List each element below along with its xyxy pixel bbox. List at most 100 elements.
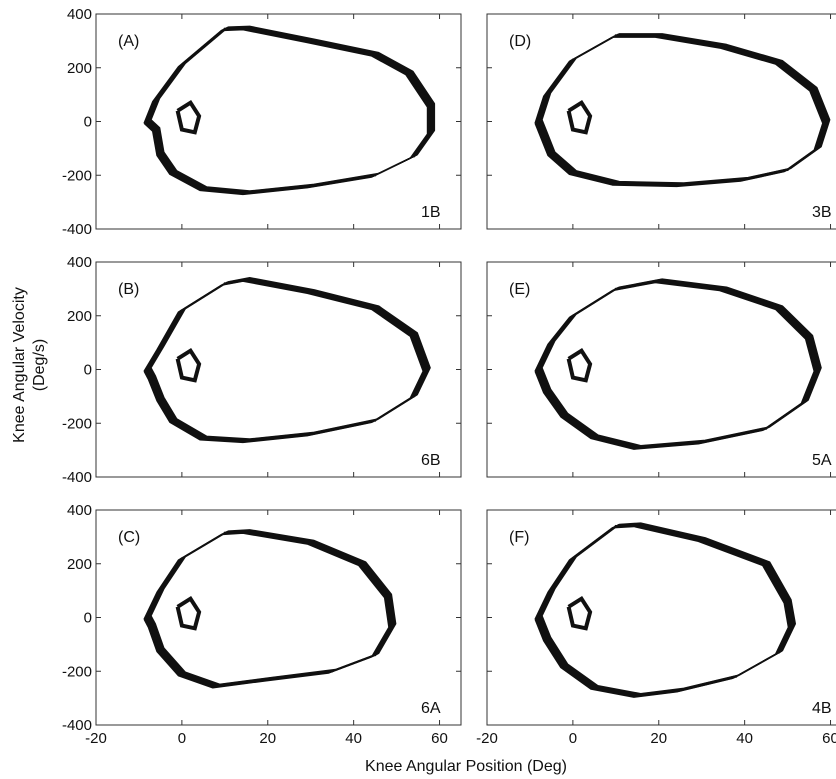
data-point: [614, 287, 617, 291]
data-point: [614, 34, 617, 37]
data-point: [807, 336, 811, 339]
data-point: [545, 93, 549, 96]
series-group: [143, 529, 397, 689]
panel-code: 6B: [421, 452, 441, 469]
series-group: [143, 25, 436, 196]
series-line: [145, 279, 426, 443]
data-point: [429, 131, 433, 134]
data-point: [636, 446, 639, 449]
x-axis-label: Knee Angular Position (Deg): [365, 758, 567, 775]
data-point: [245, 26, 248, 30]
x-tick-label: 20: [259, 730, 276, 747]
data-point: [150, 624, 153, 627]
data-point: [215, 684, 218, 688]
data-point: [825, 120, 828, 123]
data-point: [373, 653, 377, 657]
series-line: [150, 529, 397, 685]
panel-code: 3B: [812, 204, 832, 221]
data-point: [386, 594, 390, 598]
initial-loop: [175, 595, 202, 631]
x-tick-label: 40: [345, 730, 362, 747]
panels-layer: 4002000-200-400(A)1B(D)3B4002000-200-400…: [62, 6, 836, 747]
x-tick-label: 40: [736, 730, 753, 747]
series-group: [143, 277, 431, 444]
y-axis-label-line2: (Deg/s): [31, 339, 48, 391]
data-point: [537, 616, 540, 619]
data-point: [537, 120, 540, 123]
x-tick-label: 60: [822, 730, 836, 747]
series-line: [536, 35, 826, 187]
data-point: [309, 290, 312, 293]
initial-loop: [566, 99, 593, 135]
data-point: [223, 531, 226, 534]
y-tick-label: 200: [67, 308, 92, 325]
data-point: [373, 306, 377, 309]
data-point: [700, 538, 703, 541]
data-point: [373, 419, 377, 422]
series-group: [534, 278, 822, 450]
data-point: [159, 648, 162, 651]
y-tick-label: -400: [62, 469, 92, 486]
data-point: [786, 168, 789, 172]
data-point: [309, 39, 312, 43]
data-point: [571, 314, 575, 317]
data-point: [146, 616, 149, 619]
series-line: [541, 33, 831, 184]
data-point: [593, 435, 596, 438]
series-line: [147, 278, 429, 441]
data-point: [159, 589, 162, 592]
panel-label: (F): [509, 529, 529, 546]
data-point: [361, 562, 364, 565]
data-point: [223, 27, 226, 30]
x-tick-label: 0: [178, 730, 186, 747]
x-tick-label: -20: [85, 730, 107, 747]
data-point: [764, 562, 768, 565]
panel-a: 400 200 0 -200 -400 (A) 1B: [62, 6, 462, 238]
series-group: [534, 522, 796, 698]
data-point: [373, 174, 377, 177]
data-point: [734, 675, 738, 678]
data-point: [541, 131, 544, 134]
data-point: [245, 530, 248, 533]
data-point: [412, 333, 415, 336]
panel-code: 4B: [812, 700, 832, 717]
series-line: [146, 279, 427, 442]
panel-e: (E) 5A: [486, 261, 836, 478]
data-point: [816, 147, 819, 150]
y-tick-label: 200: [67, 556, 92, 573]
y-tick-label: -200: [62, 663, 92, 680]
y-tick-label: 400: [67, 6, 92, 23]
panel-label: (E): [509, 281, 530, 298]
data-point: [150, 376, 153, 379]
y-tick-label: 400: [67, 254, 92, 271]
data-point: [636, 523, 639, 526]
data-point: [202, 436, 205, 440]
y-tick-label: -400: [62, 221, 92, 238]
panel-b: 400 200 0 -200 -400 (B) 6B: [62, 254, 462, 486]
data-point: [614, 524, 617, 528]
y-tick-label: 400: [67, 502, 92, 519]
x-tick-label: -20: [476, 730, 498, 747]
data-point: [309, 541, 312, 544]
panel-label: (B): [118, 281, 139, 298]
data-point: [266, 678, 269, 681]
initial-loop: [566, 595, 593, 631]
series-line: [538, 523, 794, 696]
x-tick-label: 60: [431, 730, 448, 747]
data-point: [812, 88, 815, 91]
series-line: [144, 280, 425, 443]
series-line: [150, 277, 431, 440]
panel-f: -20 0 20 40 60 (F) 4B: [476, 509, 836, 747]
data-point: [202, 187, 205, 190]
panel-code: 1B: [421, 204, 441, 221]
y-tick-label: -200: [62, 167, 92, 184]
data-point: [331, 670, 334, 673]
initial-loop: [566, 347, 593, 383]
data-point: [636, 694, 639, 697]
series-group: [534, 33, 831, 188]
series-line: [150, 25, 436, 192]
y-tick-label: 0: [84, 610, 92, 627]
data-point: [159, 152, 162, 155]
series-line: [541, 522, 796, 695]
